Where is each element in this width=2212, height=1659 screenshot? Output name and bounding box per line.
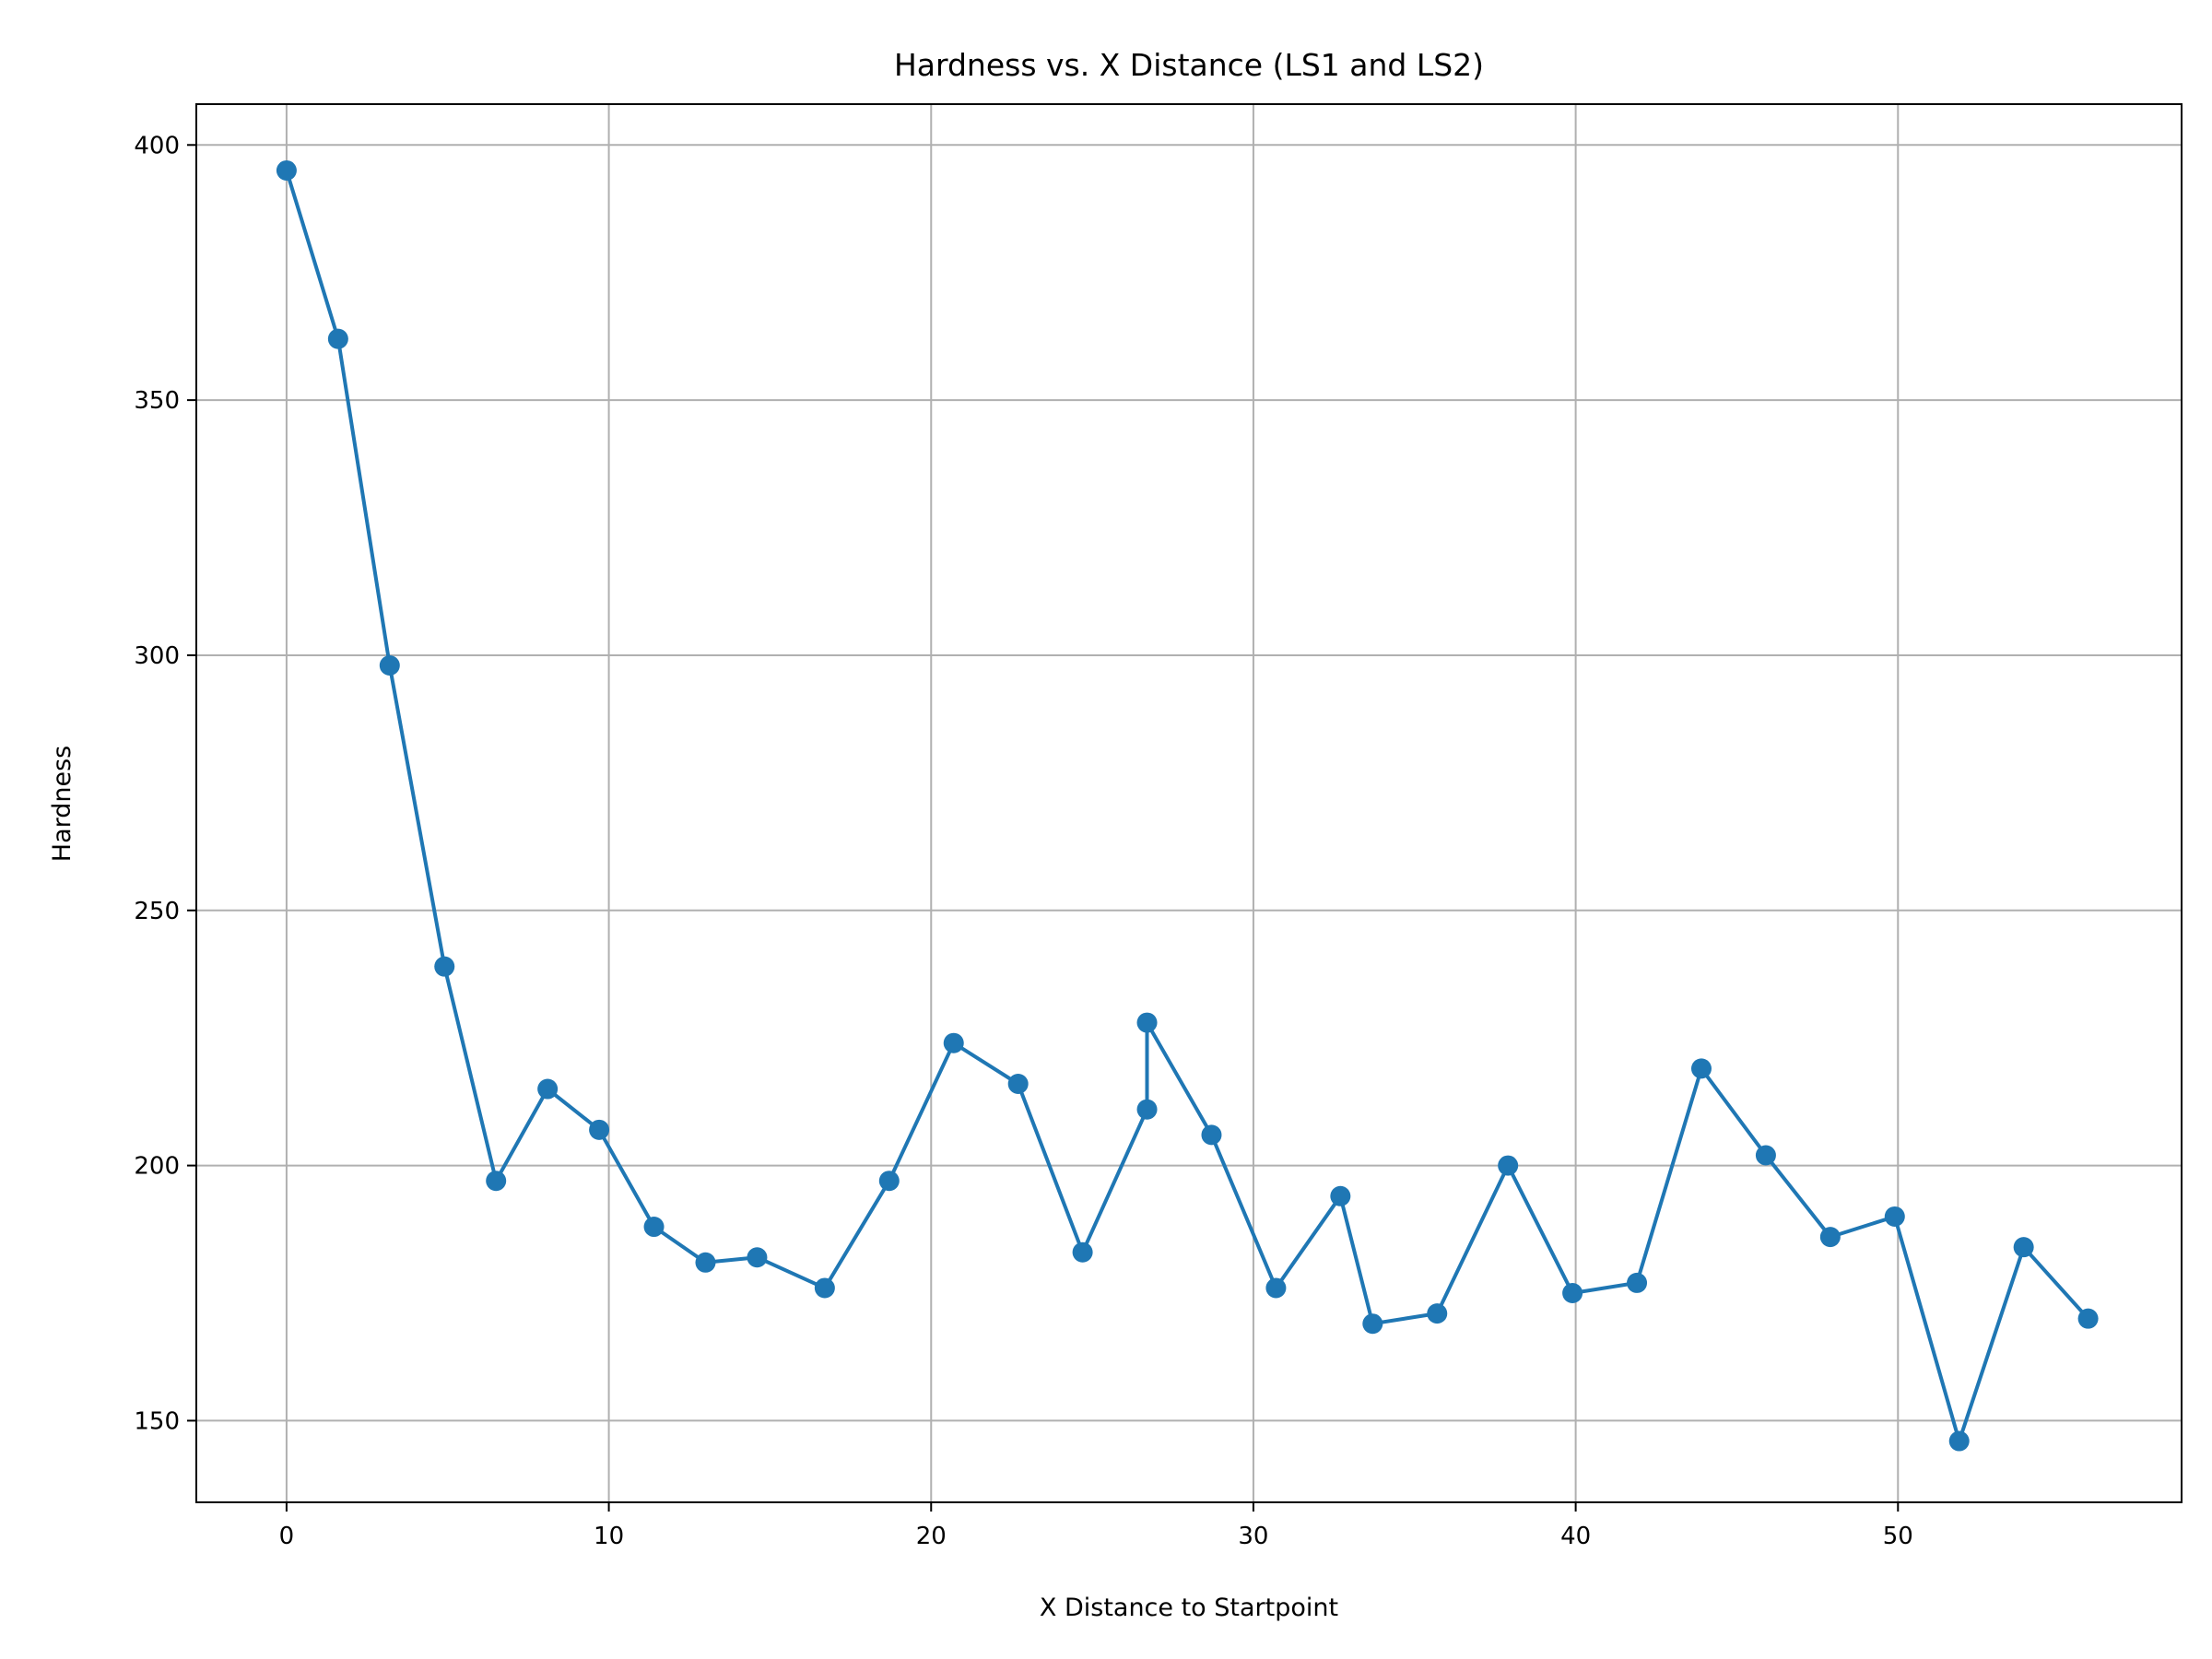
x-tick-label: 0 <box>279 1523 295 1550</box>
data-point-marker <box>1690 1058 1712 1079</box>
y-tick-label: 300 <box>134 642 180 670</box>
chart-title: Hardness vs. X Distance (LS1 and LS2) <box>894 47 1484 83</box>
x-tick-label: 20 <box>916 1523 947 1550</box>
x-tick-label: 50 <box>1883 1523 1913 1550</box>
data-point-marker <box>1562 1283 1583 1304</box>
data-point-marker <box>1265 1277 1287 1299</box>
data-point-marker <box>1136 1099 1158 1120</box>
data-point-marker <box>1007 1074 1029 1095</box>
data-point-marker <box>327 328 348 349</box>
data-point-marker <box>1136 1012 1158 1033</box>
data-point-marker <box>1627 1272 1648 1293</box>
data-point-marker <box>486 1171 507 1192</box>
data-point-marker <box>276 159 297 181</box>
data-point-marker <box>1201 1124 1222 1146</box>
data-point-marker <box>1884 1206 1905 1227</box>
x-tick-label: 10 <box>594 1523 624 1550</box>
data-point-marker <box>1755 1145 1776 1166</box>
data-point-marker <box>643 1217 665 1238</box>
data-point-marker <box>434 956 455 977</box>
x-tick-label: 40 <box>1560 1523 1591 1550</box>
data-point-marker <box>2077 1308 2099 1329</box>
series-line <box>284 170 2090 1443</box>
data-point-marker <box>2013 1237 2034 1258</box>
data-point-marker <box>814 1277 835 1299</box>
series-layer <box>284 170 2090 1443</box>
y-axis-label: Hardness <box>48 746 76 862</box>
data-point-marker <box>695 1252 716 1273</box>
data-point-marker <box>1072 1241 1093 1263</box>
data-point-marker <box>1498 1155 1519 1176</box>
y-tick-label: 150 <box>134 1407 180 1435</box>
y-tick-label: 400 <box>134 132 180 159</box>
x-axis-label: X Distance to Startpoint <box>1040 1594 1338 1622</box>
data-point-marker <box>589 1119 610 1140</box>
x-tick-label: 30 <box>1238 1523 1268 1550</box>
data-point-marker <box>1362 1313 1383 1335</box>
grid <box>196 104 2182 1502</box>
marker-layer <box>276 159 2099 1452</box>
y-tick-label: 250 <box>134 898 180 925</box>
data-point-marker <box>537 1078 559 1100</box>
data-point-marker <box>1819 1227 1841 1248</box>
data-point-marker <box>1427 1303 1448 1324</box>
data-point-marker <box>379 655 400 677</box>
data-point-marker <box>878 1171 900 1192</box>
data-point-marker <box>1948 1430 1970 1452</box>
y-tick-label: 200 <box>134 1153 180 1181</box>
plot-frame <box>195 103 2183 1503</box>
data-point-marker <box>943 1032 964 1053</box>
data-point-marker <box>1330 1185 1351 1206</box>
y-tick-label: 350 <box>134 387 180 415</box>
data-point-marker <box>747 1247 768 1268</box>
axis-ticks: 0 10 20 30 40 50 150 200 250 300 350 400 <box>134 132 1912 1550</box>
